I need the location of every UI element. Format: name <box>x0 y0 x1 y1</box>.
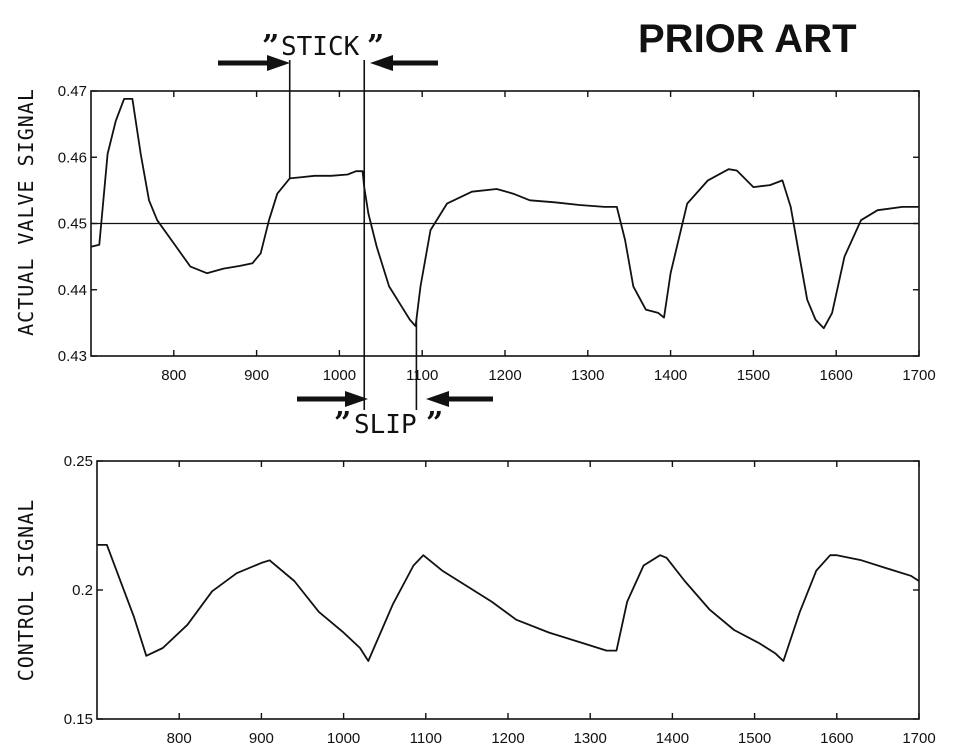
stick-close-quote: ” <box>367 29 384 64</box>
slip-right-arrow-head <box>426 391 449 407</box>
valve-signal-line <box>90 98 919 330</box>
valve-signal-y-tick-label: 0.43 <box>58 348 87 365</box>
valve-signal-x-tick-label: 1500 <box>737 367 770 384</box>
valve-signal-y-tick-label: 0.46 <box>58 149 87 166</box>
slip-left-arrow-head <box>345 391 368 407</box>
valve-signal-x-tick-label: 1400 <box>654 367 687 384</box>
stick-slip-annotation: ” STICK ” ” SLIP ” <box>218 29 493 441</box>
slip-label: ” SLIP ” <box>334 406 443 441</box>
slip-open-quote: ” <box>334 406 351 441</box>
control-signal-x-tick-label: 1100 <box>410 730 442 747</box>
stick-label-text: STICK <box>281 32 360 62</box>
slip-label-text: SLIP <box>354 410 417 440</box>
valve-signal-y-tick-label: 0.47 <box>58 83 87 100</box>
control-signal-y-tick-label: 0.15 <box>64 711 93 728</box>
control-signal-ticks: 800 900 1000 1100 1200 1300 1400 1500 1600 1700 0.… <box>64 453 936 747</box>
valve-signal-x-tick-label: 1200 <box>488 367 521 384</box>
slip-close-quote: ” <box>426 406 443 441</box>
stick-open-quote: ” <box>262 29 279 64</box>
control-signal-plot-frame <box>96 460 920 720</box>
valve-signal-x-tick-label: 1700 <box>902 367 935 384</box>
control-signal-x-tick-label: 1400 <box>656 730 689 747</box>
stick-right-arrow-head <box>370 55 393 71</box>
valve-signal-x-tick-label: 800 <box>161 367 186 384</box>
prior-art-header: PRIOR ART <box>638 17 857 61</box>
valve-signal-chart: ACTUAL VALVE SIGNAL 800 900 1000 1100 1200 13… <box>14 83 936 384</box>
control-signal-y-tick-label: 0.25 <box>64 453 93 470</box>
stick-left-arrow-head <box>267 55 290 71</box>
control-signal-line <box>97 544 920 662</box>
valve-signal-x-tick-label: 1000 <box>323 367 356 384</box>
control-signal-x-tick-label: 1200 <box>491 730 524 747</box>
control-signal-x-tick-label: 1300 <box>574 730 607 747</box>
control-signal-x-tick-label: 1500 <box>738 730 771 747</box>
control-signal-y-tick-label: 0.2 <box>72 582 93 599</box>
valve-signal-x-tick-label: 900 <box>244 367 269 384</box>
stick-label: ” STICK ” <box>262 29 384 64</box>
control-signal-x-tick-label: 1700 <box>902 730 935 747</box>
control-signal-x-tick-label: 800 <box>167 730 192 747</box>
valve-signal-x-tick-label: 1100 <box>406 367 438 384</box>
control-signal-chart: CONTROL SIGNAL 800 900 1000 1100 1200 1300 140… <box>14 453 936 747</box>
valve-signal-x-tick-label: 1300 <box>571 367 604 384</box>
valve-signal-y-tick-label: 0.45 <box>58 216 87 233</box>
control-signal-x-tick-label: 900 <box>249 730 274 747</box>
control-signal-x-tick-label: 1600 <box>820 730 853 747</box>
valve-signal-y-tick-label: 0.44 <box>58 282 87 299</box>
control-signal-y-axis-label: CONTROL SIGNAL <box>14 499 38 682</box>
valve-signal-x-tick-label: 1600 <box>820 367 853 384</box>
control-signal-x-tick-label: 1000 <box>327 730 360 747</box>
valve-signal-ticks: 800 900 1000 1100 1200 1300 1400 1500 1600 1700 0.… <box>58 83 936 384</box>
valve-signal-y-axis-label: ACTUAL VALVE SIGNAL <box>14 88 38 336</box>
valve-signal-plot-frame <box>90 90 920 357</box>
